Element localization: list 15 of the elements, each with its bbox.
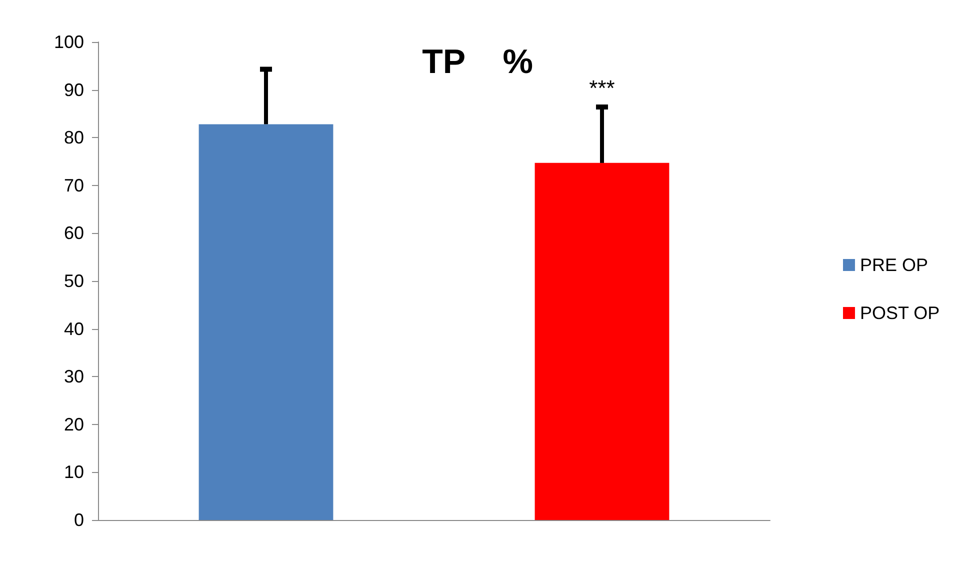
y-tick-label: 90 bbox=[64, 80, 84, 100]
y-tick-label: 70 bbox=[64, 175, 84, 196]
chart-title: TP % bbox=[422, 43, 533, 81]
y-tick-label: 80 bbox=[64, 128, 84, 148]
y-tick-label: 50 bbox=[64, 271, 84, 291]
y-tick-label: 30 bbox=[64, 366, 84, 387]
y-tick-label: 10 bbox=[64, 462, 84, 482]
legend-label: POST OP bbox=[860, 303, 940, 323]
y-tick-label: 20 bbox=[64, 414, 84, 434]
annotation: *** bbox=[589, 76, 616, 101]
y-tick-label: 100 bbox=[54, 32, 84, 52]
y-tick-label: 60 bbox=[64, 223, 84, 244]
legend-label: PRE OP bbox=[860, 255, 928, 275]
y-tick-label: 40 bbox=[64, 318, 84, 339]
y-tick-label: 0 bbox=[74, 510, 84, 530]
